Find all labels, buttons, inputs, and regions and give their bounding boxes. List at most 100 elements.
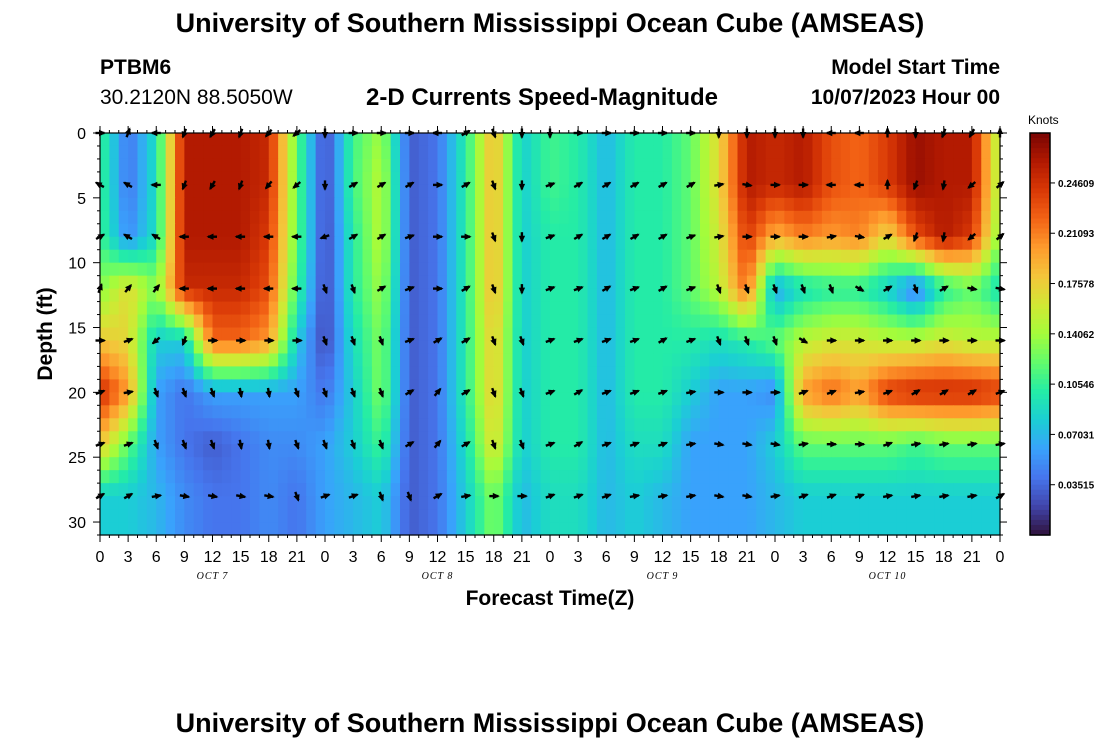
heatmap-cell — [400, 418, 410, 432]
heatmap-cell — [221, 210, 232, 225]
heatmap-cell — [418, 275, 429, 290]
heatmap-cell — [540, 301, 551, 316]
heatmap-cell — [756, 262, 767, 277]
heatmap-cell — [737, 327, 748, 342]
heatmap-cell — [850, 171, 860, 186]
heatmap-cell — [615, 314, 626, 329]
heatmap-cell — [231, 483, 242, 497]
colorbar-swatch — [1030, 484, 1050, 491]
heatmap-cell — [428, 483, 439, 497]
heatmap-cell — [831, 353, 842, 368]
heatmap-cell — [175, 145, 185, 160]
heatmap-cell — [428, 457, 439, 471]
heatmap-cell — [259, 249, 270, 264]
heatmap-cell — [334, 496, 345, 510]
heatmap-cell — [671, 275, 682, 290]
heatmap-cell — [146, 418, 157, 432]
arrow-head — [660, 285, 668, 292]
arrow-head — [604, 441, 612, 448]
heatmap-cell — [906, 379, 917, 393]
heatmap-cell — [250, 379, 260, 393]
heatmap-cell — [381, 327, 392, 342]
heatmap-cell — [531, 249, 542, 264]
heatmap-cell — [981, 457, 992, 471]
heatmap-cell — [793, 379, 804, 393]
heatmap-cell — [934, 171, 945, 186]
heatmap-cell — [718, 418, 729, 432]
heatmap-cell — [981, 418, 992, 432]
arrow-head — [660, 389, 669, 396]
heatmap-cell — [925, 444, 935, 458]
heatmap-cell — [634, 210, 645, 225]
heatmap-cell — [728, 392, 739, 406]
current-arrow — [601, 285, 612, 292]
arrow-head — [715, 338, 722, 347]
heatmap-cell — [409, 262, 420, 277]
heatmap-cell — [906, 457, 917, 471]
heatmap-cell — [850, 275, 860, 290]
heatmap-cell — [971, 275, 982, 290]
arrow-head — [378, 233, 387, 240]
heatmap-cell — [118, 431, 129, 445]
heatmap-cell — [296, 418, 307, 432]
arrow-head — [267, 337, 275, 344]
heatmap-cell — [484, 405, 495, 419]
heatmap-cell — [962, 158, 973, 173]
heatmap-cell — [193, 288, 204, 303]
heatmap-cell — [821, 197, 832, 212]
heatmap-cell — [100, 314, 110, 329]
heatmap-cell — [156, 158, 167, 173]
heatmap-cell — [353, 158, 364, 173]
heatmap-cell — [728, 288, 739, 303]
heatmap-cell — [287, 133, 298, 147]
heatmap-cell — [362, 145, 373, 160]
heatmap-cell — [896, 236, 907, 251]
current-arrow — [293, 439, 300, 450]
heatmap-cell — [596, 392, 607, 406]
heatmap-cell — [915, 483, 926, 497]
arrow-head — [151, 233, 159, 240]
heatmap-cell — [203, 392, 214, 406]
colorbar-swatch — [1030, 263, 1050, 270]
heatmap-cell — [409, 327, 420, 342]
heatmap-cell — [653, 249, 664, 264]
heatmap-cell — [653, 483, 664, 497]
heatmap-cell — [868, 509, 879, 523]
heatmap-cell — [100, 392, 110, 406]
current-arrow — [433, 233, 444, 240]
current-arrow — [911, 337, 922, 344]
heatmap-cell — [550, 470, 560, 484]
heatmap-cell — [887, 314, 898, 329]
heatmap-cell — [371, 366, 382, 380]
heatmap-cell — [118, 314, 129, 329]
heatmap-cell — [943, 184, 954, 199]
current-arrow — [377, 335, 384, 347]
current-arrow — [658, 285, 668, 292]
current-arrow — [349, 387, 356, 398]
heatmap-cell — [306, 457, 317, 471]
heatmap-cell — [475, 366, 485, 380]
heatmap-cell — [925, 275, 935, 290]
heatmap-cell — [165, 457, 176, 471]
heatmap-cell — [896, 340, 907, 355]
heatmap-cell — [343, 275, 354, 290]
heatmap-cell — [962, 275, 973, 290]
heatmap-cell — [981, 301, 992, 316]
heatmap-cell — [287, 444, 298, 458]
heatmap-cell — [671, 353, 682, 368]
heatmap-cell — [250, 223, 260, 238]
heatmap-cell — [653, 210, 664, 225]
heatmap-cell — [184, 301, 195, 316]
heatmap-cell — [334, 249, 345, 264]
heatmap-cell — [250, 171, 260, 186]
heatmap-cell — [887, 509, 898, 523]
heatmap-cell — [521, 353, 532, 368]
current-arrow — [404, 389, 415, 396]
heatmap-cell — [353, 496, 364, 510]
heatmap-cell — [878, 418, 889, 432]
heatmap-cell — [962, 133, 973, 147]
heatmap-cell — [137, 457, 148, 471]
heatmap-cell — [906, 418, 917, 432]
heatmap-cell — [381, 379, 392, 393]
heatmap-cell — [653, 366, 664, 380]
